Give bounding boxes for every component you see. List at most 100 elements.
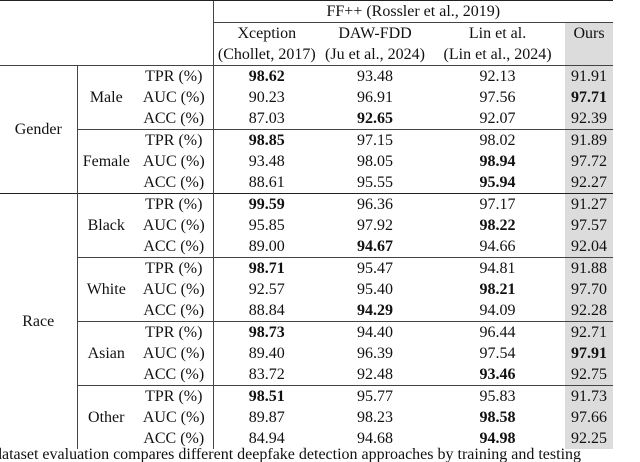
value-cell: 88.61 (212, 172, 321, 194)
value-cell: 98.58 (479, 409, 516, 426)
value-cell: 91.89 (565, 129, 614, 151)
metric-label: AUC (%) (142, 281, 205, 298)
value-cell: 92.27 (565, 172, 614, 194)
value-cell: 83.72 (212, 364, 321, 386)
method-header: Lin et al. (Lin et al., 2024) (430, 22, 566, 66)
value-cell: 98.71 (212, 257, 321, 279)
value-cell: 88.84 (212, 300, 321, 322)
method-name-line: DAW-FDD (338, 25, 412, 42)
metric-label: AUC (%) (142, 217, 205, 234)
method-name-line: (Chollet, 2017) (217, 46, 316, 63)
metric-label: ACC (%) (143, 110, 205, 127)
value-cell: 97.71 (565, 87, 614, 108)
subgroup-label: Other (76, 385, 135, 449)
value-cell: 95.47 (320, 257, 431, 279)
value-cell: 97.92 (357, 217, 394, 234)
data-row: AUC (%) 89.40 96.39 97.54 97.91 (0, 343, 614, 364)
value-cell: 92.71 (565, 321, 614, 343)
value-cell: 97.57 (565, 215, 614, 236)
data-row: ACC (%) 87.03 92.65 92.07 92.39 (0, 108, 614, 130)
value-cell: 94.09 (479, 302, 516, 319)
value-cell: 98.94 (479, 153, 516, 170)
data-row: White TPR (%) 98.71 95.47 94.81 91.88 (0, 257, 614, 322)
value-cell: 92.28 (565, 300, 614, 322)
value-cell: 92.25 (565, 428, 614, 449)
value-cell: 95.40 (357, 281, 394, 298)
metric-label: TPR (%) (135, 129, 214, 151)
value-cell: 91.73 (565, 385, 614, 407)
metric-label: AUC (%) (142, 345, 205, 362)
method-header: Xception (Chollet, 2017) (212, 22, 321, 66)
value-cell: 97.91 (565, 343, 614, 364)
value-cell: 91.88 (565, 257, 614, 279)
data-row: AUC (%) 93.48 98.05 98.94 97.72 (0, 151, 614, 172)
value-cell: 92.75 (565, 364, 614, 386)
value-cell: 91.27 (565, 193, 614, 215)
metric-label: ACC (%) (143, 302, 205, 319)
data-row: ACC (%) 89.00 94.67 94.66 92.04 (0, 236, 614, 258)
value-cell: 92.39 (565, 108, 614, 130)
value-cell: 96.36 (320, 193, 431, 215)
value-cell: 99.59 (212, 193, 321, 215)
value-cell: 87.03 (212, 108, 321, 130)
data-row: AUC (%) 95.85 97.92 98.22 97.57 (0, 215, 614, 236)
value-cell: 94.29 (357, 302, 394, 319)
value-cell: 97.17 (430, 193, 566, 215)
metric-label: ACC (%) (143, 366, 205, 383)
value-cell: 97.54 (479, 345, 516, 362)
data-row: Gender Male TPR (%) 98.62 93.48 92.13 91.91 (0, 65, 614, 138)
value-cell: 92.07 (479, 110, 516, 127)
data-row: ACC (%) 88.61 95.55 95.94 92.27 (0, 172, 614, 194)
header-row: FF++ (Rossler et al., 2019) (0, 0, 614, 66)
value-cell: 98.51 (212, 385, 321, 407)
value-cell: 95.83 (430, 385, 566, 407)
metric-label: TPR (%) (135, 385, 214, 407)
data-row: Asian TPR (%) 98.73 94.40 96.44 92.71 (0, 321, 614, 386)
value-cell: 90.23 (212, 87, 321, 108)
value-cell: 95.85 (212, 215, 321, 236)
metric-label: AUC (%) (142, 89, 205, 106)
value-cell: 98.02 (430, 129, 566, 151)
value-cell: 95.77 (320, 385, 431, 407)
value-cell: 92.65 (357, 110, 394, 127)
metric-label: ACC (%) (143, 238, 205, 255)
value-cell: 97.72 (565, 151, 614, 172)
data-row: ACC (%) 83.72 92.48 93.46 92.75 (0, 364, 614, 386)
value-cell: 92.48 (357, 366, 394, 383)
value-cell: 96.44 (430, 321, 566, 343)
value-cell: 98.23 (357, 409, 394, 426)
value-cell: 92.13 (479, 68, 516, 85)
value-cell: 94.67 (357, 238, 394, 255)
metric-label: ACC (%) (143, 174, 205, 191)
subgroup-label: Asian (76, 321, 135, 386)
method-header: Ours (565, 22, 614, 66)
method-name-line: (Ju et al., 2024) (325, 46, 426, 63)
subgroup-label: White (76, 257, 135, 322)
value-cell: 93.48 (212, 151, 321, 172)
value-cell: 98.05 (357, 153, 394, 170)
metric-label: AUC (%) (142, 409, 205, 426)
value-cell: 94.81 (430, 257, 566, 279)
value-cell: 93.48 (357, 68, 394, 85)
value-cell: 97.70 (565, 279, 614, 300)
data-row: AUC (%) 90.23 96.91 97.56 97.71 (0, 87, 614, 108)
group-label: Race (0, 193, 77, 449)
method-name-line: (Lin et al., 2024) (443, 46, 552, 63)
value-cell: 97.56 (479, 89, 516, 106)
header-blank (0, 0, 214, 66)
method-name-line: Ours (573, 25, 605, 42)
data-row: ACC (%) 88.84 94.29 94.09 92.28 (0, 300, 614, 322)
caption: dataset evaluation compares different de… (0, 446, 582, 462)
value-cell: 89.00 (212, 236, 321, 258)
value-cell: 94.40 (320, 321, 431, 343)
value-cell: 94.98 (479, 430, 516, 447)
metric-label: AUC (%) (142, 153, 205, 170)
value-cell: 98.22 (479, 217, 516, 234)
value-cell: 98.21 (479, 281, 516, 298)
value-cell: 93.46 (479, 366, 516, 383)
metric-label: ACC (%) (143, 430, 205, 447)
metric-label: TPR (%) (135, 193, 214, 215)
value-cell: 95.94 (479, 174, 516, 191)
value-cell: 98.85 (212, 129, 321, 151)
